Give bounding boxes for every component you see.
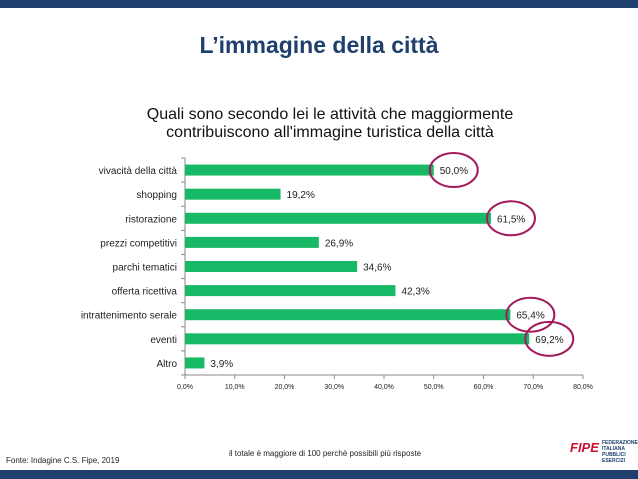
bar <box>185 164 434 176</box>
value-label: 42,3% <box>401 287 429 298</box>
highlight-circle <box>524 320 575 357</box>
bar <box>185 212 491 224</box>
logo-text-line: PUBBLICI <box>602 452 626 458</box>
value-label: 19,2% <box>287 190 315 201</box>
fipe-logo-text: FEDERAZIONE ITALIANA PUBBLICI ESERCIZI <box>602 440 638 464</box>
logo-text-line: ESERCIZI <box>602 458 626 464</box>
bar <box>185 188 281 200</box>
category-label: offerta ricettiva <box>112 287 178 298</box>
value-label: 61,5% <box>497 214 525 225</box>
value-label: 50,0% <box>440 166 468 177</box>
category-label: parchi tematici <box>113 263 177 274</box>
slide-title: L’immagine della città <box>199 32 439 58</box>
chart-title-line-2: contribuiscono all'immagine turistica de… <box>166 124 494 141</box>
highlight-circle <box>485 200 536 237</box>
category-label: prezzi competitivi <box>100 238 177 249</box>
bar <box>185 333 530 345</box>
category-label: ristorazione <box>125 214 177 225</box>
source-text: Fonte: Indagine C.S. Fipe, 2019 <box>6 456 120 465</box>
bar <box>185 261 358 272</box>
chart-title-line-1: Quali sono secondo lei le attività che m… <box>146 106 514 123</box>
x-tick-label: 20,0% <box>275 384 295 391</box>
x-tick-label: 10,0% <box>225 384 245 391</box>
footnote: il totale è maggiore di 100 perchè possi… <box>229 449 422 458</box>
x-tick-label: 70,0% <box>523 384 543 391</box>
category-label: vivacità della città <box>99 166 178 177</box>
value-label: 65,4% <box>516 311 544 322</box>
bar <box>185 236 319 248</box>
bar <box>185 357 205 369</box>
category-label: eventi <box>150 335 177 346</box>
highlight-circle <box>505 296 556 333</box>
x-tick-label: 30,0% <box>324 384 344 391</box>
fipe-logo: FIPE <box>570 440 599 455</box>
category-label: Altro <box>156 359 177 370</box>
chart-title: Quali sono secondo lei le attività che m… <box>120 106 540 142</box>
highlight-circle <box>428 152 479 189</box>
x-tick-label: 0,0% <box>177 384 193 391</box>
bar <box>185 309 511 321</box>
bar <box>185 285 396 297</box>
x-tick-label: 60,0% <box>474 384 494 391</box>
value-label: 26,9% <box>325 238 353 249</box>
bottom-band <box>0 470 638 479</box>
x-tick-label: 40,0% <box>374 384 394 391</box>
value-label: 69,2% <box>535 335 563 346</box>
category-label: shopping <box>136 190 177 201</box>
value-label: 3,9% <box>210 359 233 370</box>
top-band <box>0 0 638 8</box>
value-label: 34,6% <box>363 263 391 274</box>
category-label: intrattenimento serale <box>81 311 178 322</box>
x-tick-label: 80,0% <box>573 384 593 391</box>
logo-text-line: FEDERAZIONE <box>602 440 638 446</box>
x-tick-label: 50,0% <box>424 384 444 391</box>
logo-text-line: ITALIANA <box>602 446 625 452</box>
